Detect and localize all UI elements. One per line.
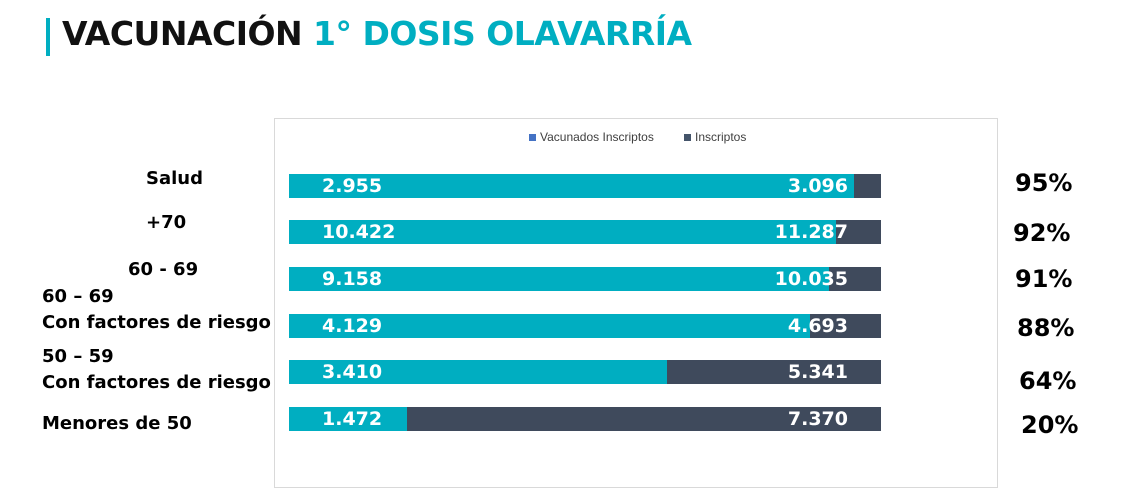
category-label-line: Con factores de riesgo <box>42 372 271 393</box>
category-label-line: Con factores de riesgo <box>42 312 271 333</box>
percentage-label: 88% <box>1017 314 1075 342</box>
legend-swatch-vaccinated <box>529 133 536 141</box>
legend-item-vaccinated: Vacunados Inscriptos <box>529 130 654 144</box>
bar-vaccinated <box>289 360 667 384</box>
category-label: 60 - 69 <box>128 257 198 283</box>
title-accent-bar <box>46 18 50 56</box>
bar-vaccinated <box>289 314 810 338</box>
bar-label-vaccinated: 1.472 <box>322 408 383 430</box>
category-label-line: 60 - 69 <box>128 259 199 280</box>
bar-vaccinated <box>289 267 829 291</box>
bar-vaccinated <box>289 220 836 244</box>
percentage-label: 20% <box>1021 411 1079 439</box>
bar-label-vaccinated: 9.158 <box>322 268 383 290</box>
bar-label-registered: 10.035 <box>774 268 848 290</box>
category-label-line: Menores de 50 <box>42 413 192 434</box>
chart-frame <box>274 118 998 488</box>
bar-label-vaccinated: 10.422 <box>322 221 396 243</box>
bar-label-vaccinated: 2.955 <box>322 175 383 197</box>
bar-vaccinated <box>289 174 854 198</box>
bar-label-registered: 3.096 <box>787 175 848 197</box>
bar-vaccinated <box>289 407 407 431</box>
page-subtitle: 1° DOSIS OLAVARRÍA <box>313 14 692 53</box>
category-label: Menores de 50 <box>42 411 192 437</box>
bar-label-vaccinated: 4.129 <box>322 315 383 337</box>
legend-swatch-registered <box>684 133 691 141</box>
category-label: 50 – 59 Con factores de riesgo <box>42 344 271 396</box>
category-label-line: 60 – 69 <box>42 286 114 307</box>
category-label: 60 – 69 Con factores de riesgo <box>42 284 271 336</box>
percentage-label: 92% <box>1013 219 1071 247</box>
bar-label-registered: 4.693 <box>787 315 848 337</box>
bar-label-registered: 5.341 <box>787 361 848 383</box>
percentage-label: 91% <box>1015 265 1073 293</box>
bar-label-registered: 11.287 <box>774 221 848 243</box>
percentage-label: 64% <box>1019 367 1077 395</box>
category-label: Salud <box>146 166 203 192</box>
legend-item-registered: Inscriptos <box>684 130 746 144</box>
category-label-line: 50 – 59 <box>42 346 114 367</box>
category-label-line: +70 <box>146 212 187 233</box>
category-label-line: Salud <box>146 168 203 189</box>
legend-label-vaccinated: Vacunados Inscriptos <box>540 130 654 144</box>
bar-label-vaccinated: 3.410 <box>322 361 383 383</box>
page-title: VACUNACIÓN <box>62 14 303 53</box>
bar-label-registered: 7.370 <box>787 408 848 430</box>
percentage-label: 95% <box>1015 169 1073 197</box>
category-label: +70 <box>146 210 186 236</box>
legend-label-registered: Inscriptos <box>695 130 747 144</box>
